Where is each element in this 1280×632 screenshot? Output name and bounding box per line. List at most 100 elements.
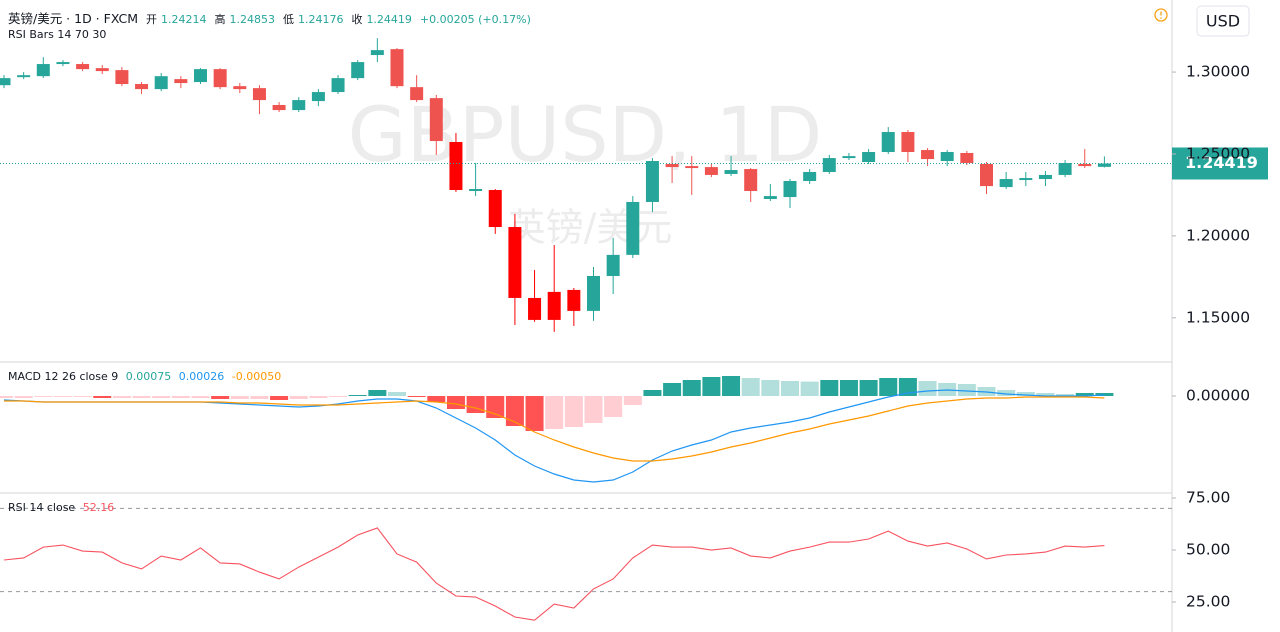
histogram-bar xyxy=(1036,393,1055,396)
y-tick-label: 1.30000 xyxy=(1186,63,1250,81)
histogram-bar xyxy=(505,396,524,426)
candle-body xyxy=(547,291,561,320)
histogram-bar xyxy=(525,396,544,431)
y-tick-label: 50.00 xyxy=(1186,541,1230,559)
alert-icon-dot xyxy=(1160,17,1162,19)
ohlc-value: 1.24419 xyxy=(366,13,412,26)
candle-body xyxy=(567,289,581,311)
histogram-bar xyxy=(53,396,72,397)
histogram-bar xyxy=(289,396,308,399)
histogram-bar xyxy=(407,396,426,397)
histogram-bar xyxy=(859,380,878,396)
rsi-value: 52.16 xyxy=(82,501,115,514)
y-tick-label: 0.00000 xyxy=(1186,387,1250,405)
candle-body xyxy=(980,163,993,187)
candle-body xyxy=(311,92,325,102)
histogram-bar xyxy=(957,384,976,396)
histogram-bar xyxy=(93,396,112,398)
watermark-symbol: GBPUSD, 1D xyxy=(348,90,822,179)
histogram-bar xyxy=(1095,393,1114,396)
candle-body xyxy=(488,190,502,228)
candle-body xyxy=(36,64,50,77)
histogram-bar xyxy=(270,396,289,400)
candle-body xyxy=(331,78,345,93)
candle-body xyxy=(0,78,11,86)
histogram-bar xyxy=(643,390,662,396)
candle-body xyxy=(351,62,365,79)
macd-hist-value: 0.00075 xyxy=(125,370,172,383)
macd-legend: MACD 12 26 close 9 0.00075 0.00026 -0.00… xyxy=(8,370,285,383)
histogram-bar xyxy=(191,396,210,398)
candle-body xyxy=(921,150,935,160)
histogram-bar xyxy=(761,380,780,396)
histogram-bar xyxy=(997,390,1016,396)
histogram-bar xyxy=(1016,392,1035,396)
y-tick-label: 75.00 xyxy=(1186,488,1230,506)
histogram-bar xyxy=(427,396,446,402)
candle-body xyxy=(469,189,483,191)
candle-body xyxy=(213,69,227,88)
macd-line xyxy=(4,396,1105,462)
histogram-bar xyxy=(250,396,269,399)
candle-body xyxy=(704,167,718,175)
price-label-bg xyxy=(1172,147,1268,180)
histogram-bar xyxy=(34,396,53,397)
histogram-bar xyxy=(682,380,701,396)
ohlc-label: 高 xyxy=(214,13,226,26)
indicator-title: RSI Bars 14 70 30 xyxy=(8,28,107,41)
candle-body xyxy=(76,64,90,70)
candle-body xyxy=(174,79,188,84)
histogram-bar xyxy=(722,376,741,396)
candle-body xyxy=(1038,174,1052,180)
histogram-bar xyxy=(564,396,583,427)
candle-body xyxy=(1058,162,1072,175)
candle-body xyxy=(390,49,404,87)
histogram-bar xyxy=(171,396,190,398)
histogram-bar xyxy=(584,396,603,423)
candle-body xyxy=(292,100,306,111)
candle-body xyxy=(685,166,699,169)
histogram-bar xyxy=(348,395,367,396)
candle-body xyxy=(410,87,424,101)
candle-body xyxy=(744,169,758,191)
ohlc-label: 开 xyxy=(145,13,157,26)
price-label: 1.24419 xyxy=(1185,153,1258,172)
rsi-title: RSI 14 close xyxy=(8,501,76,514)
candle-body xyxy=(901,132,915,153)
candle-body xyxy=(370,50,384,56)
candle-body xyxy=(1019,178,1033,181)
histogram-bar xyxy=(368,390,387,396)
ohlc-label: 收 xyxy=(351,13,363,26)
candle-body xyxy=(56,62,70,65)
histogram-bar xyxy=(781,381,799,396)
candle-body xyxy=(881,132,895,153)
candle-body xyxy=(763,196,777,200)
histogram-bar xyxy=(486,396,505,418)
y-tick-label: 25.00 xyxy=(1186,593,1230,611)
currency-button[interactable] xyxy=(1196,5,1250,37)
histogram-bar xyxy=(604,396,623,417)
histogram-bar xyxy=(1075,393,1094,396)
candle-body xyxy=(960,152,974,163)
macd-title: MACD 12 26 close 9 xyxy=(8,370,119,383)
macd-signal-value: -0.00050 xyxy=(231,370,282,383)
ohlc-value: 1.24176 xyxy=(297,13,344,26)
histogram-bar xyxy=(446,396,465,409)
macd-line-value: 0.00026 xyxy=(178,370,225,383)
histogram-bar xyxy=(839,380,858,396)
candle-body xyxy=(940,152,954,162)
alert-icon[interactable] xyxy=(1154,8,1168,22)
change-value: +0.00205 (+0.17%) xyxy=(419,13,531,26)
histogram-bar xyxy=(0,396,13,398)
candle-body xyxy=(528,297,542,320)
candle-body xyxy=(783,181,797,198)
y-tick-label: 1.15000 xyxy=(1186,308,1250,326)
candle-body xyxy=(1097,163,1111,167)
candle-body xyxy=(449,142,463,191)
histogram-bar xyxy=(702,377,721,396)
candle-body xyxy=(606,254,620,277)
ohlc-label: 低 xyxy=(282,13,294,26)
candle-body xyxy=(17,75,31,78)
